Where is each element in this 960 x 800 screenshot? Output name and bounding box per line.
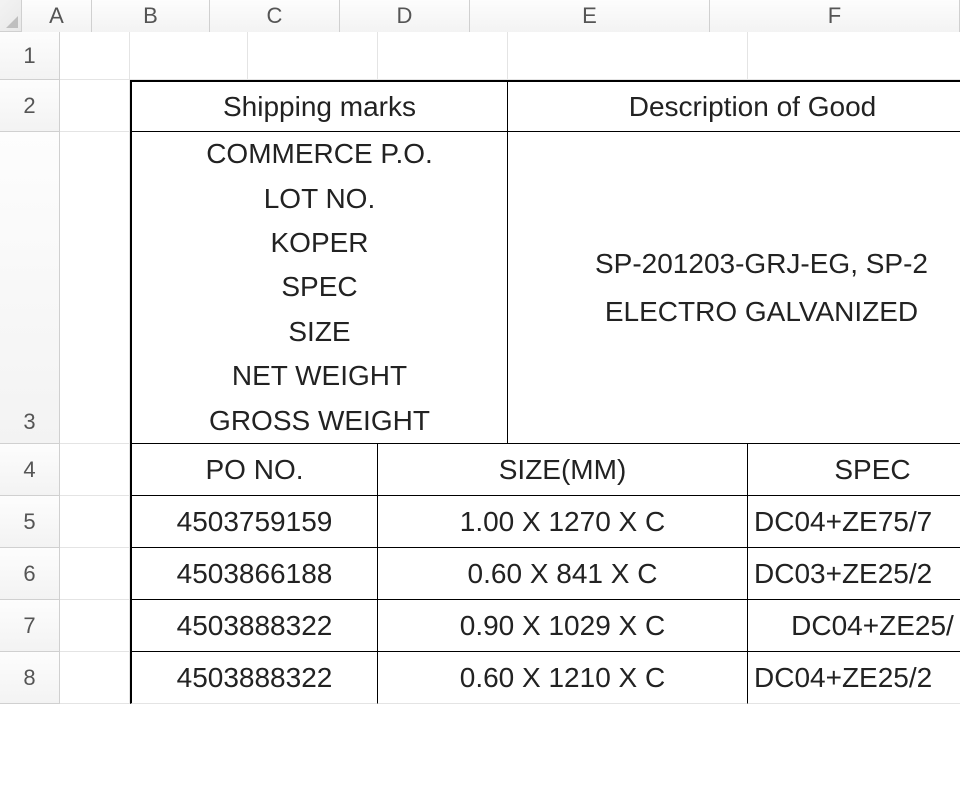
cell-col-size[interactable]: SIZE(MM) — [378, 444, 748, 496]
cell-spec-0[interactable]: DC04+ZE75/7 — [748, 496, 960, 548]
cell-size-0[interactable]: 1.00 X 1270 X C — [378, 496, 748, 548]
row-header-4[interactable]: 4 — [0, 444, 60, 496]
spreadsheet-view: A B C D E F 1 2 Shipping marks Descripti… — [0, 0, 960, 800]
col-header-B[interactable]: B — [92, 0, 210, 32]
grid-body: 1 2 Shipping marks Description of Good 3… — [0, 32, 960, 704]
cell-A8[interactable] — [60, 652, 130, 704]
cell-A4[interactable] — [60, 444, 130, 496]
row-5: 5 4503759159 1.00 X 1270 X C DC04+ZE75/7 — [0, 496, 960, 548]
row-header-8[interactable]: 8 — [0, 652, 60, 704]
row-header-3[interactable]: 3 — [0, 132, 60, 444]
cell-po-1[interactable]: 4503866188 — [130, 548, 378, 600]
row-8: 8 4503888322 0.60 X 1210 X C DC04+ZE25/2 — [0, 652, 960, 704]
ship-line-5: SIZE — [288, 311, 350, 353]
cell-spec-3[interactable]: DC04+ZE25/2 — [748, 652, 960, 704]
description-stack: SP-201203-GRJ-EG, SP-2 ELECTRO GALVANIZE… — [508, 132, 960, 443]
col-header-F[interactable]: F — [710, 0, 960, 32]
cell-size-3[interactable]: 0.60 X 1210 X C — [378, 652, 748, 704]
cell-A5[interactable] — [60, 496, 130, 548]
row-6: 6 4503866188 0.60 X 841 X C DC03+ZE25/2 — [0, 548, 960, 600]
row-1: 1 — [0, 32, 960, 80]
cell-shipping-marks-title[interactable]: Shipping marks — [130, 80, 508, 132]
row-7: 7 4503888322 0.90 X 1029 X C DC04+ZE25/ — [0, 600, 960, 652]
ship-line-2: LOT NO. — [264, 178, 376, 220]
desc-line-2: ELECTRO GALVANIZED — [605, 288, 918, 336]
cell-size-2[interactable]: 0.90 X 1029 X C — [378, 600, 748, 652]
col-header-A[interactable]: A — [22, 0, 92, 32]
row-header-1[interactable]: 1 — [0, 32, 60, 80]
ship-line-6: NET WEIGHT — [232, 355, 407, 397]
row-2: 2 Shipping marks Description of Good — [0, 80, 960, 132]
ship-line-1: COMMERCE P.O. — [206, 133, 433, 175]
shipping-marks-stack: COMMERCE P.O. LOT NO. KOPER SPEC SIZE NE… — [132, 132, 507, 443]
row-4: 4 PO NO. SIZE(MM) SPEC — [0, 444, 960, 496]
cell-A2[interactable] — [60, 80, 130, 132]
cell-A6[interactable] — [60, 548, 130, 600]
cell-description-body[interactable]: SP-201203-GRJ-EG, SP-2 ELECTRO GALVANIZE… — [508, 132, 960, 444]
cell-shipping-marks-body[interactable]: COMMERCE P.O. LOT NO. KOPER SPEC SIZE NE… — [130, 132, 508, 444]
cell-A1[interactable] — [60, 32, 130, 80]
ship-line-4: SPEC — [281, 266, 357, 308]
cell-F1[interactable] — [748, 32, 960, 80]
col-header-D[interactable]: D — [340, 0, 470, 32]
cell-D1[interactable] — [378, 32, 508, 80]
cell-E1[interactable] — [508, 32, 748, 80]
col-header-E[interactable]: E — [470, 0, 710, 32]
cell-spec-2[interactable]: DC04+ZE25/ — [748, 600, 960, 652]
cell-col-spec[interactable]: SPEC — [748, 444, 960, 496]
cell-po-2[interactable]: 4503888322 — [130, 600, 378, 652]
cell-po-0[interactable]: 4503759159 — [130, 496, 378, 548]
select-all-corner[interactable] — [0, 0, 22, 32]
cell-C1[interactable] — [248, 32, 378, 80]
cell-spec-1[interactable]: DC03+ZE25/2 — [748, 548, 960, 600]
row-header-5[interactable]: 5 — [0, 496, 60, 548]
row-header-6[interactable]: 6 — [0, 548, 60, 600]
cell-col-po[interactable]: PO NO. — [130, 444, 378, 496]
row-header-7[interactable]: 7 — [0, 600, 60, 652]
ship-line-3: KOPER — [270, 222, 368, 264]
desc-line-1: SP-201203-GRJ-EG, SP-2 — [595, 240, 928, 288]
cell-size-1[interactable]: 0.60 X 841 X C — [378, 548, 748, 600]
cell-B1[interactable] — [130, 32, 248, 80]
cell-po-3[interactable]: 4503888322 — [130, 652, 378, 704]
cell-A7[interactable] — [60, 600, 130, 652]
ship-line-7: GROSS WEIGHT — [209, 400, 430, 442]
cell-description-title[interactable]: Description of Good — [508, 80, 960, 132]
col-header-C[interactable]: C — [210, 0, 340, 32]
column-header-bar: A B C D E F — [0, 0, 960, 32]
row-header-2[interactable]: 2 — [0, 80, 60, 132]
row-3: 3 COMMERCE P.O. LOT NO. KOPER SPEC SIZE … — [0, 132, 960, 444]
cell-A3[interactable] — [60, 132, 130, 444]
